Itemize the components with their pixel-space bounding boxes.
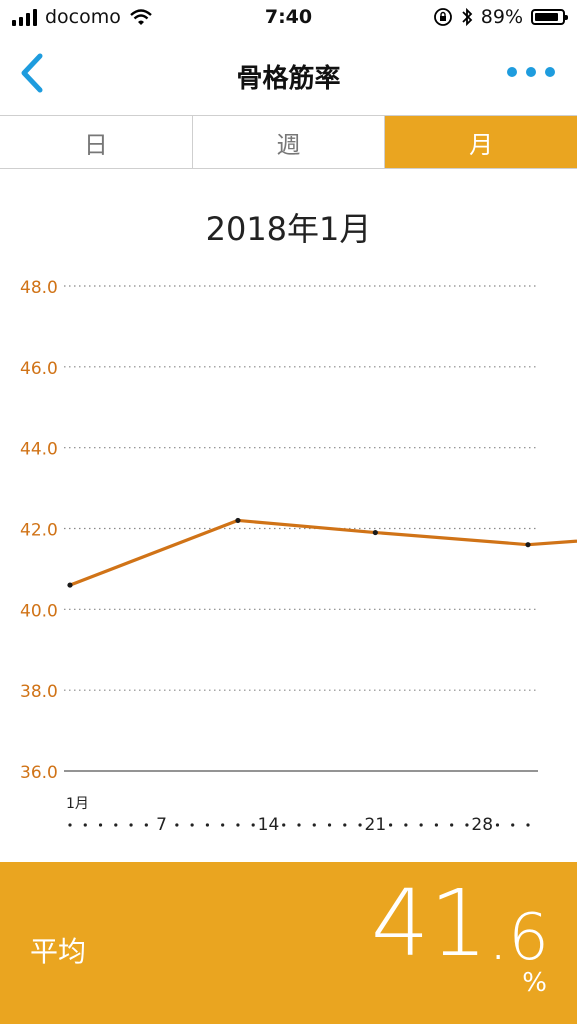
x-day-dot: [98, 823, 103, 827]
x-day-dot: [511, 823, 515, 827]
battery-icon: [531, 9, 568, 25]
status-bar: docomo 7:40 89%: [0, 0, 577, 36]
x-day-dot: [175, 823, 179, 827]
x-day-dot: [205, 823, 209, 827]
wifi-icon: [130, 9, 152, 25]
average-value-dot: .: [487, 901, 509, 975]
y-tick-label: 44.0: [20, 440, 58, 460]
average-label: 平均: [30, 935, 87, 968]
x-tick-label: 28: [471, 815, 493, 835]
x-day-dot: [68, 823, 72, 827]
x-day-dot: [221, 823, 225, 827]
x-day-dot: [114, 823, 118, 827]
x-day-dot: [282, 823, 286, 827]
chevron-left-icon: [21, 53, 43, 93]
y-tick-label: 36.0: [20, 763, 58, 783]
more-button[interactable]: [507, 62, 557, 82]
x-day-dot: [404, 823, 408, 827]
y-tick-label: 42.0: [20, 521, 58, 541]
x-day-dot: [495, 823, 500, 827]
data-point: [372, 529, 378, 536]
x-day-dot: [465, 823, 469, 827]
x-day-dot: [343, 823, 347, 827]
x-day-dot: [190, 823, 194, 827]
back-button[interactable]: [14, 50, 54, 96]
average-value-integer: 41: [370, 870, 488, 977]
rotation-lock-icon: [433, 8, 452, 26]
x-day-dot: [526, 823, 530, 827]
period-segmented-control: 日 週 月: [0, 115, 577, 169]
average-value-decimal: 6: [508, 901, 549, 975]
signal-icon: [12, 8, 37, 26]
status-left: docomo: [12, 6, 153, 28]
data-point: [525, 542, 531, 548]
x-tick-label: 21: [365, 815, 387, 835]
x-tick-label: 7: [156, 815, 167, 835]
x-day-dot: [419, 823, 423, 827]
battery-fill: [535, 13, 559, 21]
x-day-dot: [450, 823, 454, 827]
x-day-dot: [434, 823, 438, 827]
status-right: 89%: [433, 6, 568, 28]
skeletal-muscle-chart: 48.0 46.0 44.0 42.0 40.0 38.0 36.0 1月 7 14 21 28: [20, 278, 577, 835]
average-value: 41 . 6: [370, 870, 549, 977]
navigation-bar: 骨格筋率: [0, 36, 577, 114]
tab-month[interactable]: 月: [385, 116, 577, 168]
x-day-dot: [144, 823, 148, 827]
average-panel: 平均 41 . 6 %: [0, 862, 577, 1024]
battery-percent: 89%: [480, 6, 523, 28]
y-tick-label: 48.0: [20, 278, 58, 298]
bluetooth-icon: [462, 7, 473, 27]
data-point: [235, 517, 241, 524]
x-day-dot: [129, 823, 133, 827]
tab-day[interactable]: 日: [0, 116, 193, 168]
tab-week[interactable]: 週: [193, 116, 386, 168]
data-point: [67, 582, 73, 588]
x-day-dot: [312, 823, 316, 827]
y-tick-label: 46.0: [20, 359, 58, 379]
carrier-label: docomo: [45, 6, 121, 28]
x-day-dot: [327, 823, 332, 827]
x-day-dot: [389, 823, 393, 827]
x-month-label: 1月: [66, 796, 89, 812]
x-day-dot: [358, 823, 362, 827]
period-label: 2018年1月: [205, 210, 372, 248]
more-dots-icon: [545, 67, 555, 77]
status-time: 7:40: [264, 6, 313, 28]
x-day-dot: [83, 823, 87, 827]
average-unit: %: [522, 968, 547, 998]
page-title: 骨格筋率: [236, 64, 341, 94]
y-tick-label: 38.0: [20, 682, 58, 702]
more-dots-icon: [526, 67, 536, 77]
series-line: [68, 518, 577, 587]
x-day-dot: [236, 823, 240, 827]
y-tick-label: 40.0: [20, 601, 58, 621]
more-dots-icon: [507, 67, 517, 77]
x-day-dot: [297, 823, 301, 827]
x-day-dot: [251, 823, 255, 827]
x-tick-label: 14: [258, 815, 280, 835]
